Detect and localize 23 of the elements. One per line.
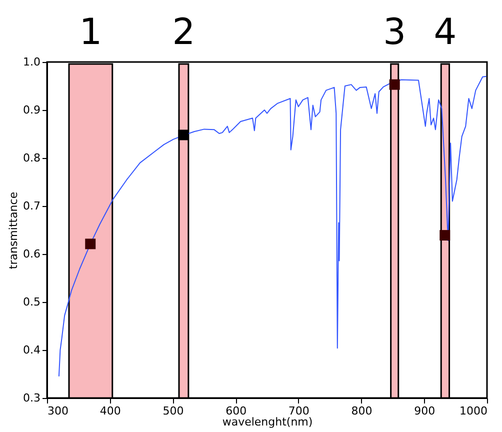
band-label: 4 bbox=[434, 12, 457, 53]
x-axis-title: wavelenght(nm) bbox=[222, 416, 313, 428]
y-tick-label: 1.0 bbox=[23, 56, 40, 68]
line-series bbox=[58, 76, 487, 377]
y-tick-label: 0.9 bbox=[23, 104, 40, 116]
y-tick-label: 0.7 bbox=[23, 200, 40, 212]
band-label: 3 bbox=[383, 12, 406, 53]
y-tick-label: 0.5 bbox=[23, 296, 40, 308]
x-tick-label: 800 bbox=[351, 404, 372, 418]
x-tick-label: 600 bbox=[226, 404, 247, 418]
band-label: 2 bbox=[172, 12, 196, 53]
y-tick-label: 0.6 bbox=[23, 248, 40, 260]
band-label: 1 bbox=[79, 12, 102, 53]
y-tick-label: 0.8 bbox=[23, 152, 40, 164]
x-tick-label: 700 bbox=[288, 404, 310, 418]
x-tick-label: 400 bbox=[100, 404, 121, 418]
y-axis-title: transmittance bbox=[7, 192, 20, 270]
y-tick-label: 0.4 bbox=[23, 344, 40, 356]
x-tick-label: 1000 bbox=[460, 404, 488, 418]
x-tick-label: 900 bbox=[414, 404, 436, 418]
y-tick-label: 0.3 bbox=[23, 392, 40, 404]
x-tick-label: 500 bbox=[162, 404, 184, 418]
x-tick-label: 300 bbox=[48, 404, 68, 418]
